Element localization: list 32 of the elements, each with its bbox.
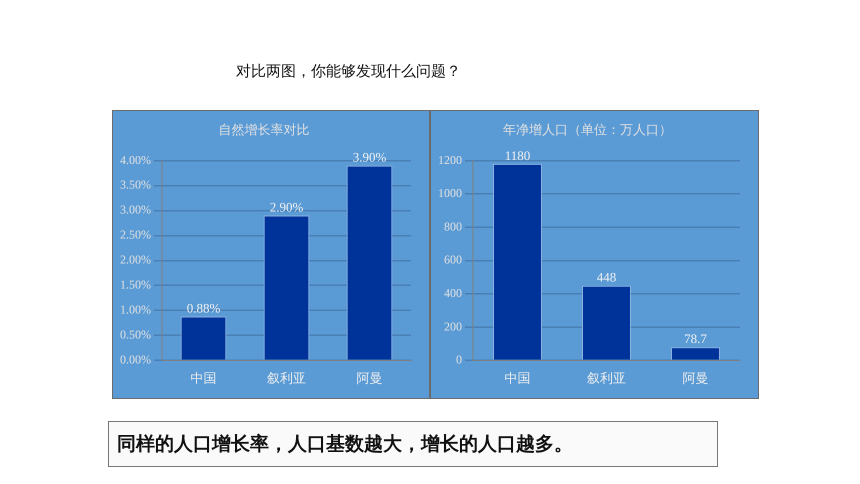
x-tick-label: 叙利亚 xyxy=(267,370,306,386)
y-tick-label: 1.00% xyxy=(120,302,151,317)
x-tick-label: 中国 xyxy=(190,370,216,386)
x-tick-label: 中国 xyxy=(504,370,530,386)
x-tick-label: 阿曼 xyxy=(682,370,708,386)
y-tick-label: 800 xyxy=(444,219,462,234)
text: 同样的人口增长率，人口基数越大，增长的人口越多。 xyxy=(108,421,718,467)
chart-title: 年净增人口（单位：万人口） xyxy=(503,122,672,138)
y-tick-label: 0.50% xyxy=(120,328,151,342)
data-label: 1180 xyxy=(504,148,530,163)
text: 对比两图，你能够发现什么问题？ xyxy=(236,62,461,81)
data-label: 78.7 xyxy=(684,331,708,346)
y-tick-label: 3.00% xyxy=(120,202,151,217)
y-tick-label: 400 xyxy=(444,286,462,300)
data-label: 3.90% xyxy=(352,150,386,165)
chart-title: 自然增长率对比 xyxy=(218,122,310,138)
y-tick-label: 600 xyxy=(444,252,462,267)
y-tick-label: 3.50% xyxy=(120,178,151,192)
y-tick-label: 0.00% xyxy=(120,352,151,367)
y-tick-label: 1.50% xyxy=(120,278,151,292)
data-label: 0.88% xyxy=(186,300,220,316)
data-label: 2.90% xyxy=(270,199,304,214)
y-tick-label: 0 xyxy=(456,352,462,367)
x-tick-label: 阿曼 xyxy=(356,370,382,386)
x-tick-label: 叙利亚 xyxy=(587,370,626,386)
y-tick-label: 2.00% xyxy=(120,252,151,267)
y-tick-label: 1200 xyxy=(438,152,462,167)
y-tick-label: 2.50% xyxy=(120,228,151,242)
data-label: 448 xyxy=(596,270,616,285)
y-tick-label: 4.00% xyxy=(120,152,151,167)
y-tick-label: 1000 xyxy=(438,186,462,200)
y-tick-label: 200 xyxy=(444,319,462,334)
